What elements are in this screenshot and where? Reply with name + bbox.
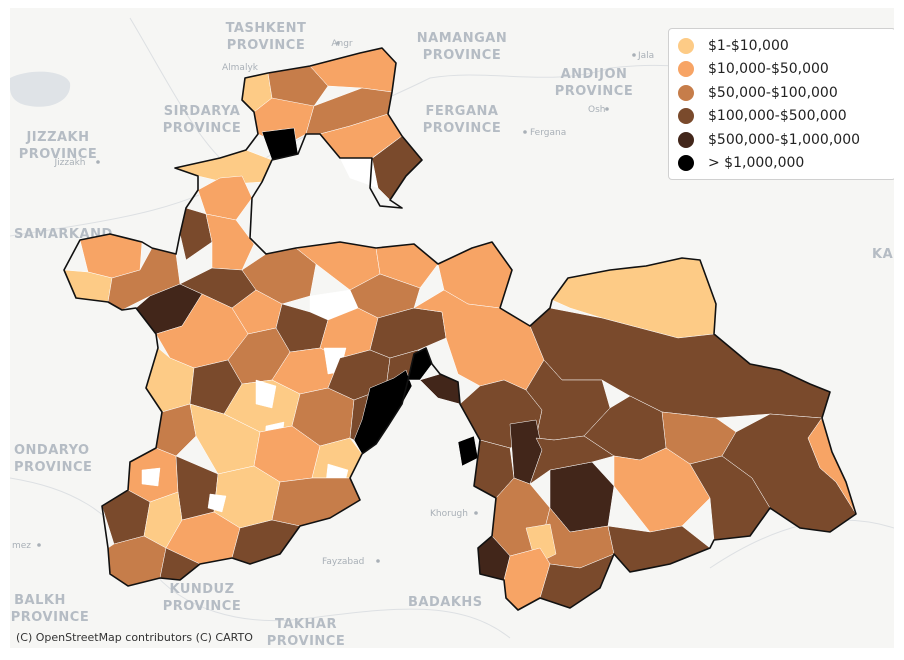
basemap-label-city: Jala xyxy=(637,51,654,61)
basemap-label-region: FERGANA xyxy=(426,104,499,119)
city-dot xyxy=(96,160,100,164)
legend-swatch xyxy=(678,155,694,172)
basemap-label-city: Jizzakh xyxy=(53,158,85,168)
basemap-label-region: KUNDUZ xyxy=(169,582,234,597)
legend-swatch xyxy=(678,108,694,125)
district-region[interactable] xyxy=(205,213,255,271)
basemap-label-region: NAMANGAN xyxy=(417,31,507,46)
legend-item: $50,000-$100,000 xyxy=(678,81,887,105)
basemap-label-region: KA xyxy=(872,247,893,262)
city-dot xyxy=(474,511,478,515)
basemap-border-line xyxy=(129,17,221,159)
legend-swatch xyxy=(678,84,694,101)
district-region[interactable] xyxy=(529,435,615,485)
district-region[interactable] xyxy=(271,477,361,527)
basemap-label-region: PROVINCE xyxy=(555,84,633,99)
district-region[interactable] xyxy=(79,233,143,279)
basemap-label-region: TAKHAR xyxy=(275,617,337,632)
district-region[interactable] xyxy=(503,547,551,611)
district-region[interactable] xyxy=(419,373,461,405)
legend-item: $100,000-$500,000 xyxy=(678,105,887,129)
city-dot xyxy=(376,559,380,563)
basemap-label-region: JIZZAKH xyxy=(25,130,89,145)
basemap-label-region: PROVINCE xyxy=(14,460,92,475)
choropleth-layer[interactable] xyxy=(10,8,894,648)
city-dot xyxy=(605,107,609,111)
basemap-border-line xyxy=(10,477,511,639)
legend-label: $1-$10,000 xyxy=(708,37,789,54)
basemap-label-city: Almalyk xyxy=(222,63,259,73)
basemap-label-region: PROVINCE xyxy=(423,121,501,136)
district-region[interactable] xyxy=(457,435,479,467)
legend-label: $10,000-$50,000 xyxy=(708,61,829,78)
basemap-label-region: PROVINCE xyxy=(163,599,241,614)
basemap-label-city: mez xyxy=(12,541,31,551)
district-region[interactable] xyxy=(197,175,253,221)
basemap-label-city: Khorugh xyxy=(430,509,468,519)
city-dot xyxy=(37,543,41,547)
basemap-label-region: TASHKENT xyxy=(226,21,307,36)
legend-label: > $1,000,000 xyxy=(708,155,805,172)
country-outline xyxy=(63,47,857,611)
basemap-label-region: BALKH xyxy=(14,593,66,608)
legend-swatch xyxy=(678,61,694,78)
legend-label: $100,000-$500,000 xyxy=(708,108,847,125)
basemap-lake xyxy=(10,71,71,107)
map-legend: $1-$10,000 $10,000-$50,000 $50,000-$100,… xyxy=(668,28,894,180)
basemap-label-region: PROVINCE xyxy=(11,610,89,625)
basemap-label-city: Fergana xyxy=(530,128,566,138)
legend-swatch xyxy=(678,37,694,54)
basemap-label-region: ONDARYO xyxy=(14,443,90,458)
city-dot xyxy=(336,41,340,45)
basemap: TASHKENT PROVINCE NAMANGAN PROVINCE ANDI… xyxy=(10,17,894,648)
basemap-label-city: Fayzabad xyxy=(322,557,364,567)
map-attribution: (C) OpenStreetMap contributors (C) CARTO xyxy=(16,631,253,644)
basemap-label-region: PROVINCE xyxy=(163,121,241,136)
basemap-label-region: BADAKHS xyxy=(408,595,483,610)
legend-item: $1-$10,000 xyxy=(678,34,887,58)
legend-item: $500,000-$1,000,000 xyxy=(678,128,887,152)
city-dot xyxy=(632,53,636,57)
basemap-label-region: PROVINCE xyxy=(227,38,305,53)
legend-item: > $1,000,000 xyxy=(678,152,887,176)
district-region[interactable] xyxy=(175,455,219,521)
basemap-label-region: PROVINCE xyxy=(423,48,501,63)
basemap-label-city: Osh xyxy=(588,105,605,115)
district-region[interactable] xyxy=(207,493,227,513)
basemap-label-region: PROVINCE xyxy=(267,634,345,648)
city-dot xyxy=(523,130,527,134)
basemap-label-city: Angr xyxy=(331,39,353,49)
basemap-label-region: SIRDARYA xyxy=(164,104,241,119)
basemap-label-region: ANDIJON xyxy=(561,67,628,82)
basemap-label-region: PROVINCE xyxy=(19,147,97,162)
district-region[interactable] xyxy=(101,489,151,545)
district-region[interactable] xyxy=(255,379,277,409)
legend-label: $500,000-$1,000,000 xyxy=(708,131,861,148)
district-region[interactable] xyxy=(141,467,161,487)
legend-label: $50,000-$100,000 xyxy=(708,84,838,101)
legend-swatch xyxy=(678,131,694,148)
legend-item: $10,000-$50,000 xyxy=(678,58,887,82)
map-frame[interactable]: TASHKENT PROVINCE NAMANGAN PROVINCE ANDI… xyxy=(10,8,894,648)
